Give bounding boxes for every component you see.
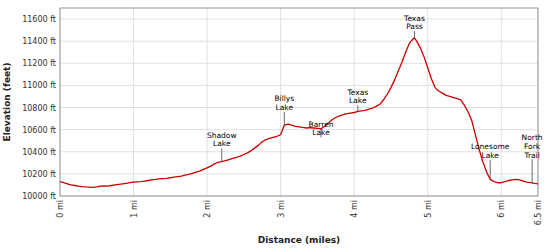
landmark-label: LonesomeLake — [471, 142, 510, 160]
landmark-line — [221, 148, 222, 161]
y-axis-label: Elevation (feet) — [2, 62, 12, 141]
grid-line-x — [133, 8, 134, 196]
y-tick-label: 10200 ft — [22, 170, 56, 179]
x-tick-label: 5 mi — [424, 200, 433, 218]
y-tick-label: 11600 ft — [22, 15, 56, 24]
landmark-label: TexasPass — [403, 14, 425, 32]
y-tick-label: 11200 ft — [22, 59, 56, 68]
x-axis-label: Distance (miles) — [258, 235, 341, 245]
chart-container: 10000 ft 10200 ft 10400 ft 10600 ft 10800 ft… — [0, 0, 550, 248]
grid — [60, 8, 538, 196]
grid-line-y — [60, 151, 538, 152]
grid-line-y — [60, 129, 538, 130]
chart-svg: 10000 ft 10200 ft 10400 ft 10600 ft 10800 ft… — [0, 0, 550, 248]
landmark-labels: ShadowLake BillysLake BarrenLake TexasLake T… — [207, 14, 543, 160]
y-tick-label: 11400 ft — [22, 37, 56, 46]
elevation-line — [60, 38, 538, 188]
grid-line-x — [427, 8, 428, 196]
landmark-label: BillysLake — [274, 94, 294, 112]
grid-line-y — [60, 173, 538, 174]
landmark-line — [532, 160, 533, 183]
x-tick-label: 4 mi — [350, 200, 359, 218]
x-tick-label: 0 mi — [56, 200, 65, 218]
landmark-label-line: Lake — [349, 96, 367, 105]
y-tick-label: 10800 ft — [22, 104, 56, 113]
landmark-label-line: Pass — [406, 22, 423, 31]
landmark-line — [490, 160, 491, 180]
x-tick-label: 6.5 mi — [534, 200, 543, 225]
grid-line-x — [501, 8, 502, 196]
landmark-label-line: Lake — [276, 103, 294, 112]
landmark-label-line: Lake — [213, 139, 231, 148]
ticks: 10000 ft 10200 ft 10400 ft 10600 ft 10800 ft… — [22, 15, 543, 225]
y-tick-label: 10400 ft — [22, 148, 56, 157]
y-tick-label: 10600 ft — [22, 126, 56, 135]
landmark-label-line: Lake — [312, 128, 330, 137]
landmark-label: TexasLake — [346, 88, 368, 106]
grid-line-y — [60, 85, 538, 86]
landmark-label: ShadowLake — [207, 131, 237, 149]
plot-area — [60, 31, 538, 187]
y-tick-label: 11000 ft — [22, 81, 56, 90]
x-tick-label: 3 mi — [277, 200, 286, 218]
x-tick-label: 2 mi — [203, 200, 212, 218]
y-tick-label: 10000 ft — [22, 192, 56, 201]
plot-frame — [60, 8, 538, 196]
grid-line-y — [60, 63, 538, 64]
grid-line-y — [60, 19, 538, 20]
landmark-line — [284, 112, 285, 125]
x-tick-label: 6 mi — [497, 200, 506, 218]
landmark-label-line: Lake — [481, 151, 499, 160]
grid-line-y — [60, 41, 538, 42]
landmark-line — [357, 105, 358, 111]
landmark-line — [414, 31, 415, 38]
landmark-label: BarrenLake — [309, 120, 334, 138]
landmark-label-line: Trail — [523, 151, 539, 160]
x-tick-label: 1 mi — [130, 200, 139, 218]
landmark-label: NorthForkTrail — [522, 133, 543, 159]
